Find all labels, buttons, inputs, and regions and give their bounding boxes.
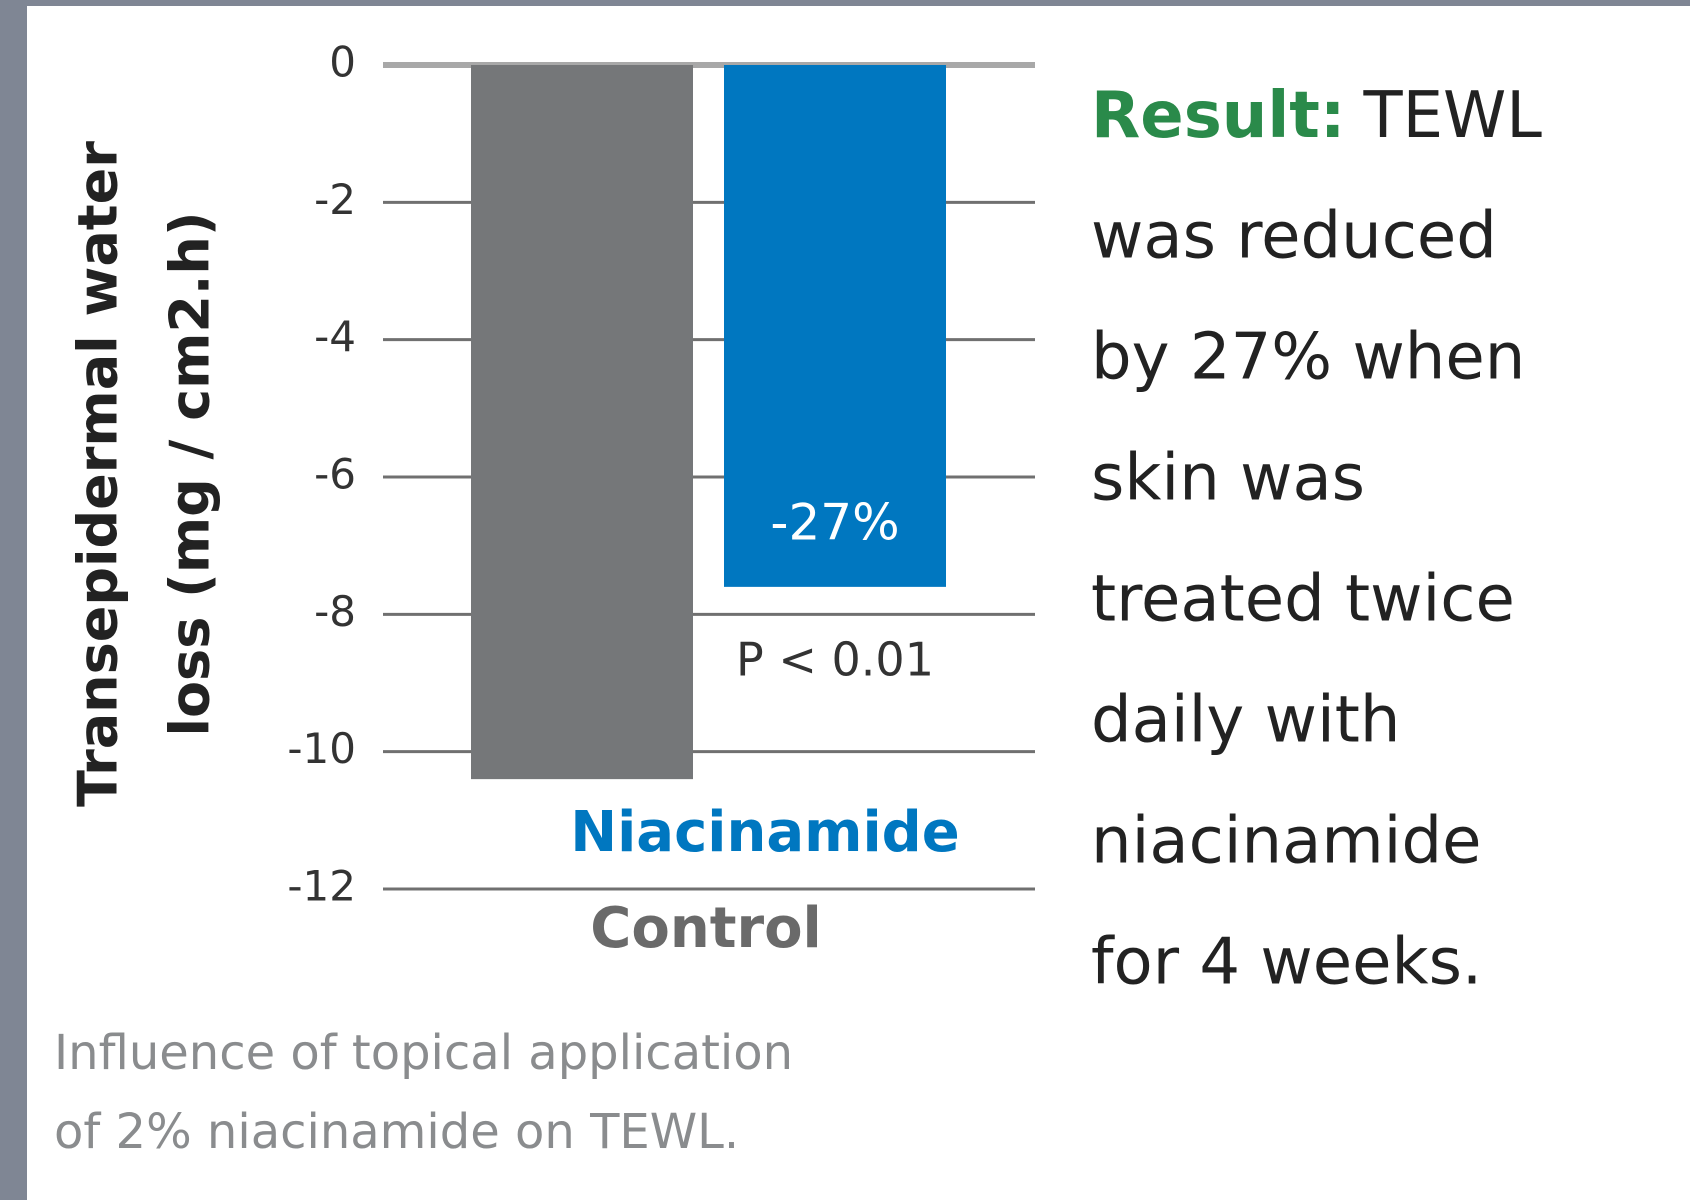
y-axis-label: Transepidermal water <box>67 141 130 807</box>
result-text: Result: TEWL <box>1091 79 1542 153</box>
y-tick-label: -8 <box>314 587 356 636</box>
x-tick-label: Niacinamide <box>570 800 960 865</box>
result-line: niacinamide <box>1091 805 1481 879</box>
result-line: daily with <box>1091 684 1400 758</box>
result-line: treated twice <box>1091 563 1515 637</box>
x-tick-label: Control <box>590 896 822 961</box>
result-line: TEWL <box>1362 79 1542 153</box>
result-line: for 4 weeks. <box>1091 926 1482 1000</box>
annotation: P < 0.01 <box>736 633 934 687</box>
y-axis-label: loss (mg / cm2.h) <box>159 211 222 736</box>
y-tick-label: -2 <box>314 175 356 224</box>
y-tick-label: -4 <box>314 312 356 361</box>
result-line: by 27% when <box>1091 321 1525 395</box>
bar <box>724 65 946 587</box>
result-line: was reduced <box>1091 200 1497 274</box>
y-tick-label: -12 <box>287 862 356 911</box>
caption: Influence of topical application <box>54 1025 793 1081</box>
result-label: Result: <box>1091 79 1345 153</box>
y-tick-label: -6 <box>314 450 356 499</box>
caption: of 2% niacinamide on TEWL. <box>54 1104 739 1160</box>
bar <box>471 65 693 780</box>
y-tick-label: 0 <box>329 38 356 87</box>
y-tick-label: -10 <box>287 724 356 773</box>
annotation: -27% <box>770 494 899 552</box>
result-line: skin was <box>1091 442 1365 516</box>
